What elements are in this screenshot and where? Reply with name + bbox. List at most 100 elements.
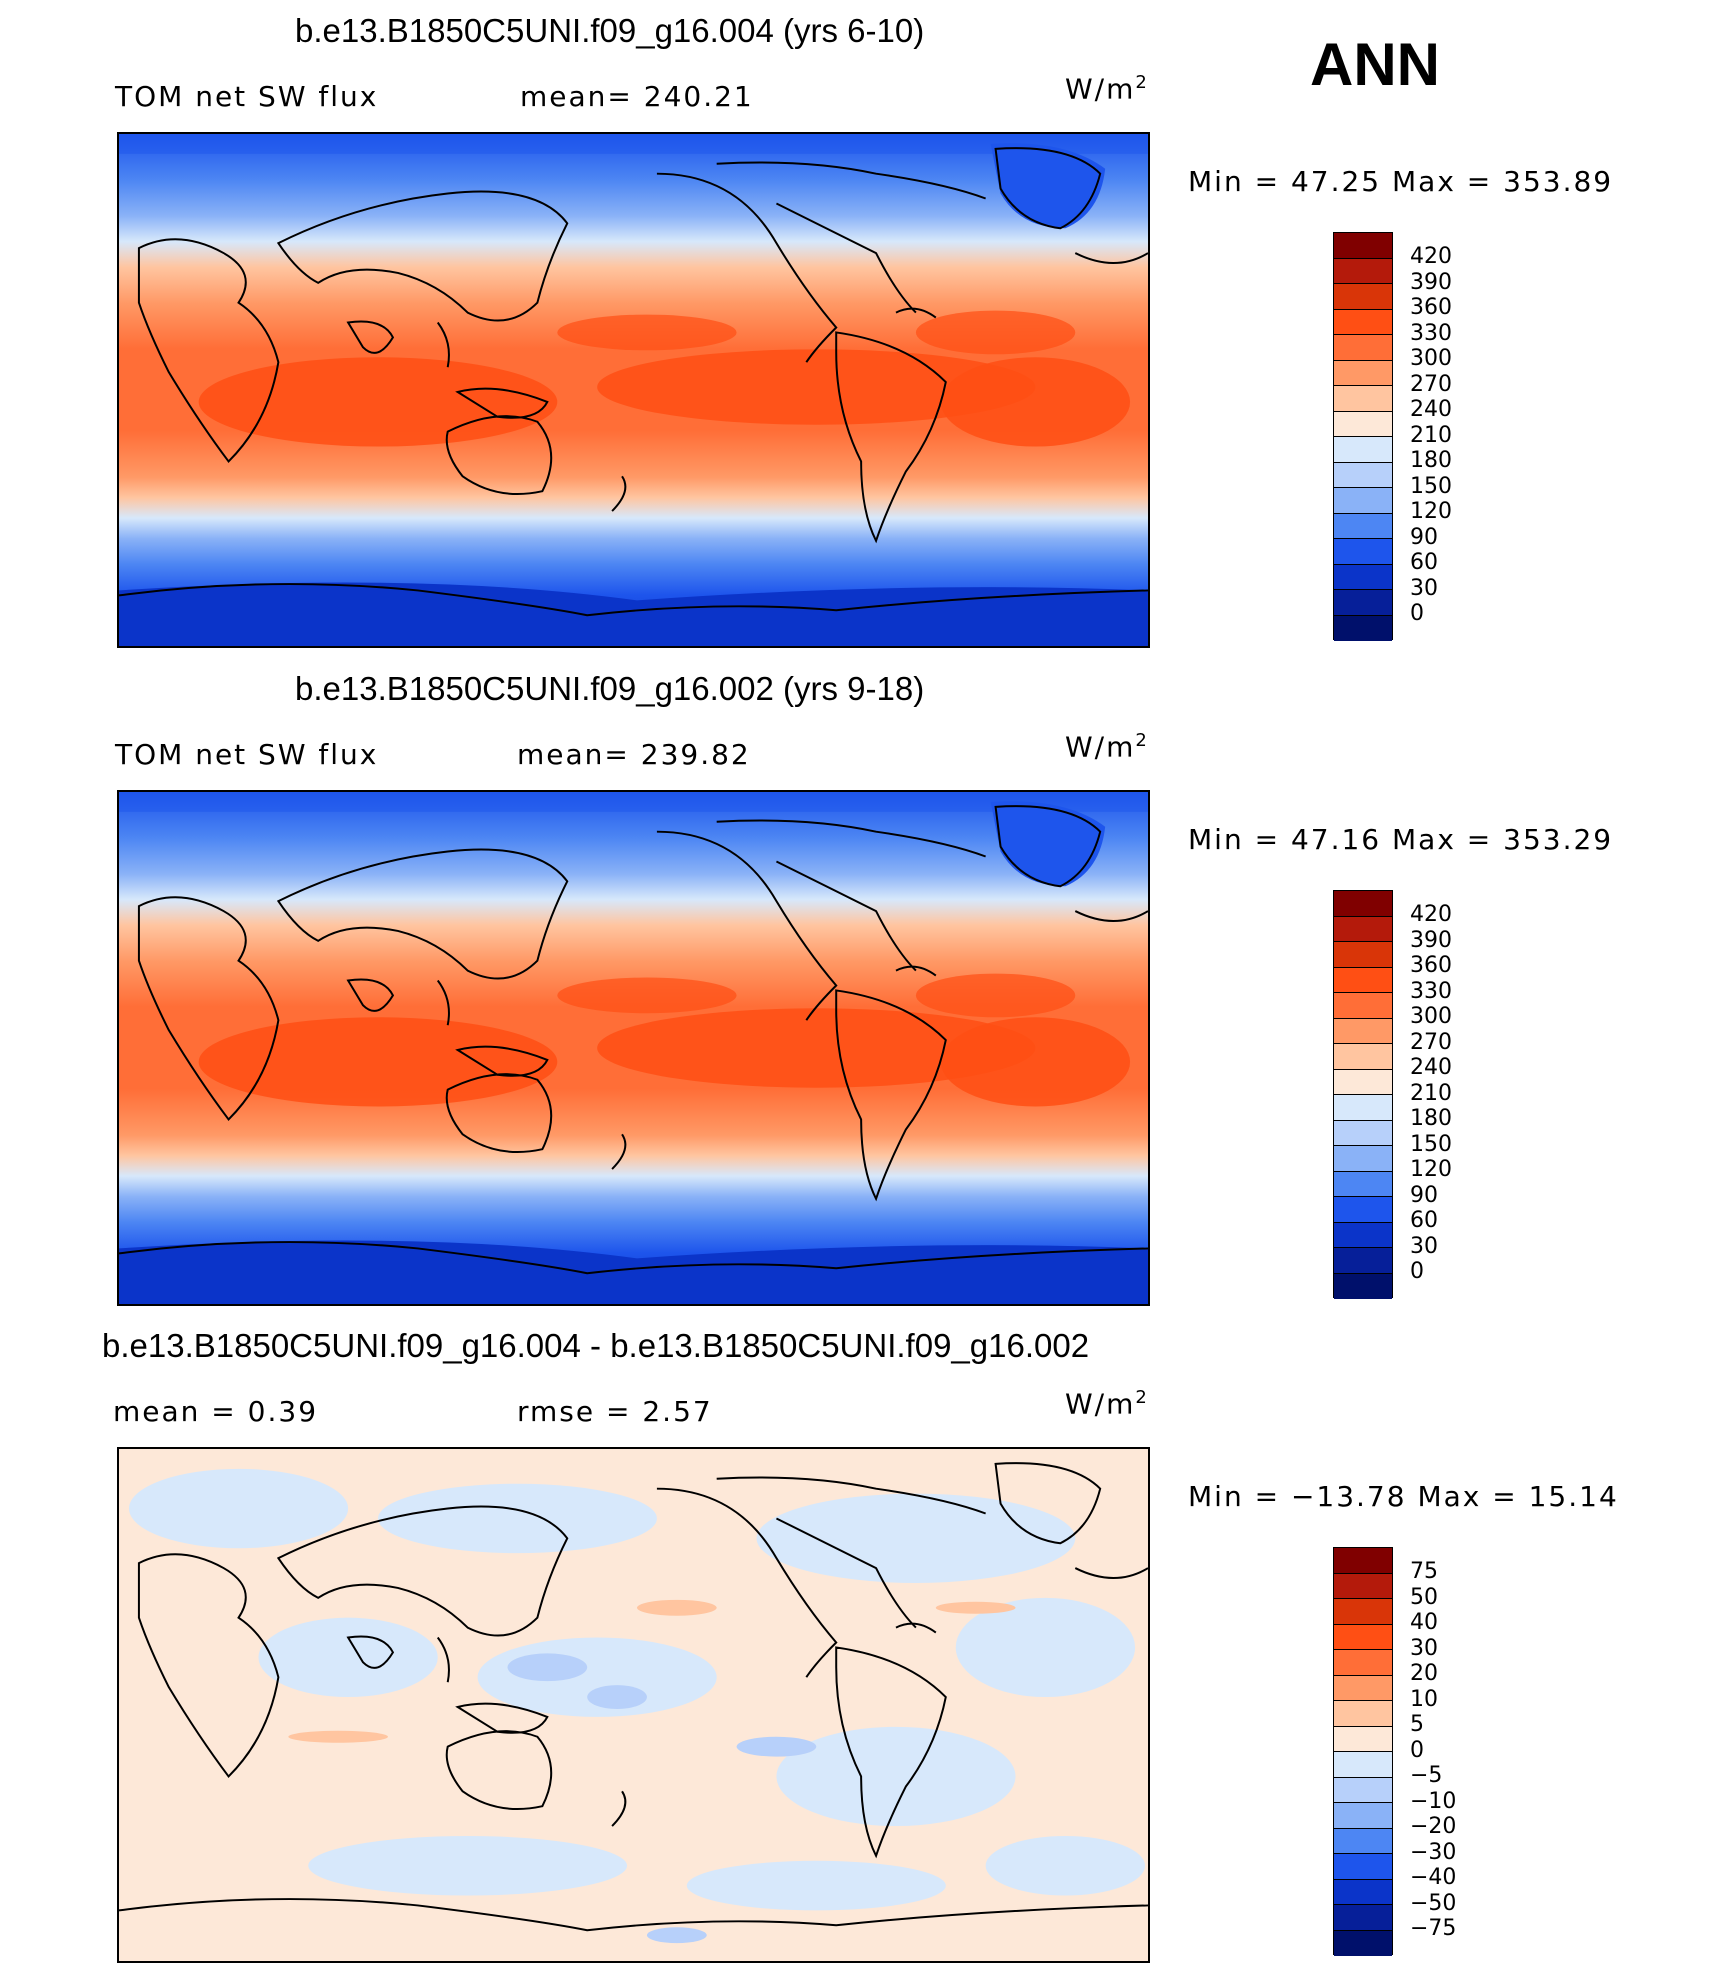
panel2-map-field — [119, 792, 1148, 1304]
colorbar-swatch — [1334, 335, 1392, 361]
colorbar-tick-label: −5 — [1410, 1763, 1443, 1788]
colorbar-tick-label: 210 — [1410, 423, 1452, 448]
panel1-mean-label: mean= 240.21 — [520, 80, 754, 113]
colorbar-swatch — [1334, 993, 1392, 1019]
panel1-map — [117, 132, 1150, 648]
colorbar-tick-label: 330 — [1410, 979, 1452, 1004]
colorbar-tick-label: −40 — [1410, 1865, 1457, 1890]
colorbar-swatch — [1334, 891, 1392, 917]
colorbar-tick-label: −30 — [1410, 1840, 1457, 1865]
colorbar-swatch — [1334, 942, 1392, 968]
colorbar-tick-label: 30 — [1410, 576, 1438, 601]
panel3-mean-label: mean = 0.39 — [113, 1395, 319, 1428]
colorbar-swatch — [1334, 411, 1392, 437]
colorbar-tick-label: 20 — [1410, 1661, 1438, 1686]
colorbar-swatch — [1334, 1248, 1392, 1274]
colorbar-tick-label: 50 — [1410, 1585, 1438, 1610]
colorbar-swatch — [1334, 386, 1392, 412]
colorbar-tick-label: 30 — [1410, 1234, 1438, 1259]
colorbar-tick-label: 90 — [1410, 1183, 1438, 1208]
panel1-colorbar — [1333, 232, 1393, 641]
colorbar-swatch — [1334, 1726, 1392, 1752]
colorbar-tick-label: 390 — [1410, 928, 1452, 953]
panel2-title: b.e13.B1850C5UNI.f09_g16.002 (yrs 9-18) — [295, 670, 925, 707]
colorbar-swatch — [1334, 360, 1392, 386]
panel2-colorbar — [1333, 890, 1393, 1299]
colorbar-tick-label: 60 — [1410, 1208, 1438, 1233]
colorbar-swatch — [1334, 437, 1392, 463]
colorbar-swatch — [1334, 1879, 1392, 1905]
colorbar-tick-label: 120 — [1410, 1157, 1452, 1182]
colorbar-tick-label: 210 — [1410, 1081, 1452, 1106]
colorbar-swatch — [1334, 1120, 1392, 1146]
colorbar-tick-label: 360 — [1410, 953, 1452, 978]
colorbar-swatch — [1334, 1777, 1392, 1803]
colorbar-swatch — [1334, 1222, 1392, 1248]
panel1-variable-label: TOM net SW flux — [115, 80, 379, 113]
colorbar-swatch — [1334, 1146, 1392, 1172]
colorbar-swatch — [1334, 1828, 1392, 1854]
colorbar-tick-label: 300 — [1410, 346, 1452, 371]
colorbar-swatch — [1334, 1650, 1392, 1676]
colorbar-tick-label: 40 — [1410, 1610, 1438, 1635]
colorbar-swatch — [1334, 1854, 1392, 1880]
colorbar-swatch — [1334, 1095, 1392, 1121]
colorbar-swatch — [1334, 1273, 1392, 1299]
colorbar-swatch — [1334, 258, 1392, 284]
colorbar-swatch — [1334, 916, 1392, 942]
colorbar-tick-label: 30 — [1410, 1636, 1438, 1661]
colorbar-swatch — [1334, 513, 1392, 539]
colorbar-tick-label: 390 — [1410, 270, 1452, 295]
colorbar-swatch — [1334, 1905, 1392, 1931]
colorbar-tick-label: −20 — [1410, 1814, 1457, 1839]
colorbar-tick-label: 90 — [1410, 525, 1438, 550]
colorbar-swatch — [1334, 564, 1392, 590]
colorbar-tick-label: 5 — [1410, 1712, 1424, 1737]
colorbar-swatch — [1334, 1624, 1392, 1650]
colorbar-tick-label: 10 — [1410, 1687, 1438, 1712]
colorbar-tick-label: 240 — [1410, 397, 1452, 422]
panel3-minmax: Min = −13.78 Max = 15.14 — [1188, 1480, 1619, 1513]
colorbar-tick-label: 300 — [1410, 1004, 1452, 1029]
panel2-variable-label: TOM net SW flux — [115, 738, 379, 771]
panel1-map-field — [119, 134, 1148, 646]
colorbar-tick-label: 330 — [1410, 321, 1452, 346]
colorbar-swatch — [1334, 1701, 1392, 1727]
colorbar-tick-label: 150 — [1410, 474, 1452, 499]
colorbar-tick-label: 120 — [1410, 499, 1452, 524]
colorbar-swatch — [1334, 590, 1392, 616]
colorbar-tick-label: 0 — [1410, 1259, 1424, 1284]
colorbar-swatch — [1334, 488, 1392, 514]
colorbar-swatch — [1334, 1069, 1392, 1095]
colorbar-swatch — [1334, 1044, 1392, 1070]
colorbar-tick-label: 420 — [1410, 902, 1452, 927]
colorbar-swatch — [1334, 1573, 1392, 1599]
colorbar-tick-label: 75 — [1410, 1559, 1438, 1584]
colorbar-swatch — [1334, 462, 1392, 488]
colorbar-tick-label: 0 — [1410, 601, 1424, 626]
panel3-map — [117, 1447, 1150, 1963]
panel2-units: W/m2 — [1065, 730, 1149, 764]
colorbar-swatch — [1334, 967, 1392, 993]
colorbar-tick-label: −50 — [1410, 1891, 1457, 1916]
colorbar-swatch — [1334, 233, 1392, 259]
colorbar-tick-label: −75 — [1410, 1916, 1457, 1941]
colorbar-swatch — [1334, 1930, 1392, 1956]
colorbar-swatch — [1334, 309, 1392, 335]
panel2-map — [117, 790, 1150, 1306]
colorbar-swatch — [1334, 1752, 1392, 1778]
colorbar-tick-label: 360 — [1410, 295, 1452, 320]
panel3-map-field — [119, 1449, 1148, 1961]
colorbar-tick-label: 270 — [1410, 372, 1452, 397]
panel3-units: W/m2 — [1065, 1387, 1149, 1421]
panel1-units: W/m2 — [1065, 72, 1149, 106]
panel1-minmax: Min = 47.25 Max = 353.89 — [1188, 165, 1614, 198]
colorbar-tick-label: 240 — [1410, 1055, 1452, 1080]
colorbar-tick-label: 0 — [1410, 1738, 1424, 1763]
panel3-title: b.e13.B1850C5UNI.f09_g16.004 - b.e13.B18… — [102, 1327, 1090, 1364]
colorbar-swatch — [1334, 615, 1392, 641]
panel2-mean-label: mean= 239.82 — [517, 738, 751, 771]
panel2-minmax: Min = 47.16 Max = 353.29 — [1188, 823, 1614, 856]
colorbar-swatch — [1334, 1675, 1392, 1701]
colorbar-tick-label: 180 — [1410, 448, 1452, 473]
